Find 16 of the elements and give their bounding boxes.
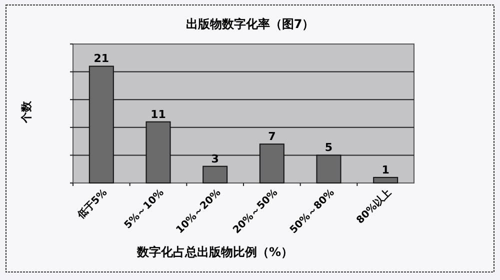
bar bbox=[259, 144, 284, 184]
x-tick-label: 低于5% bbox=[74, 186, 110, 222]
bar bbox=[146, 121, 171, 184]
x-axis-title: 数字化占总出版物比例（%） bbox=[136, 245, 294, 259]
data-label: 5 bbox=[324, 141, 333, 154]
data-label: 11 bbox=[150, 108, 166, 121]
y-axis-title: 个数 bbox=[20, 100, 33, 124]
bar bbox=[88, 66, 114, 184]
data-label: 7 bbox=[268, 130, 276, 144]
bar bbox=[373, 176, 398, 184]
data-label: 3 bbox=[211, 152, 219, 166]
bar bbox=[202, 166, 228, 184]
chart-title: 出版物数字化率（图7） bbox=[186, 17, 314, 31]
data-label: 21 bbox=[94, 52, 110, 66]
bar bbox=[316, 154, 342, 184]
data-label: 1 bbox=[382, 163, 390, 176]
